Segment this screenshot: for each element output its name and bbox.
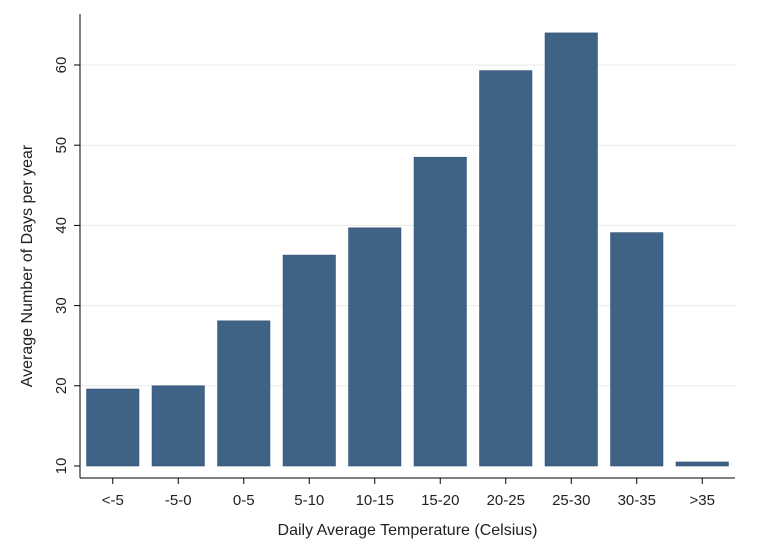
bar-series [86, 32, 729, 467]
x-tick-label: <-5 [102, 492, 124, 509]
bar [610, 232, 664, 467]
x-tick-label: 5-10 [294, 492, 324, 509]
y-tick-label: 40 [53, 217, 70, 234]
bar [675, 461, 729, 467]
y-axis-ticks: 10 20 30 40 50 60 [53, 57, 80, 475]
bar [479, 70, 533, 467]
bar [348, 227, 402, 467]
x-tick-label: 15-20 [421, 492, 459, 509]
x-tick-label: 0-5 [233, 492, 255, 509]
y-tick-label: 50 [53, 137, 70, 154]
bar [151, 385, 205, 467]
x-axis-title: Daily Average Temperature (Celsius) [278, 522, 538, 539]
y-axis-title: Average Number of Days per year [19, 144, 36, 387]
bar [544, 32, 598, 467]
x-tick-label: 25-30 [552, 492, 590, 509]
x-tick-label: -5-0 [165, 492, 192, 509]
y-tick-label: 60 [53, 57, 70, 74]
bar [217, 320, 271, 467]
x-axis-ticks: <-5 -5-0 0-5 5-10 10-15 15-20 20-25 25-30 30-35 >… [102, 478, 715, 509]
x-tick-label: 10-15 [356, 492, 394, 509]
bar [86, 388, 140, 467]
bar [282, 254, 336, 467]
x-tick-label: 20-25 [487, 492, 525, 509]
y-tick-label: 10 [53, 458, 70, 475]
x-tick-label: >35 [690, 492, 715, 509]
x-tick-label: 30-35 [618, 492, 656, 509]
bar [413, 156, 467, 467]
y-tick-label: 20 [53, 377, 70, 394]
y-tick-label: 30 [53, 297, 70, 314]
